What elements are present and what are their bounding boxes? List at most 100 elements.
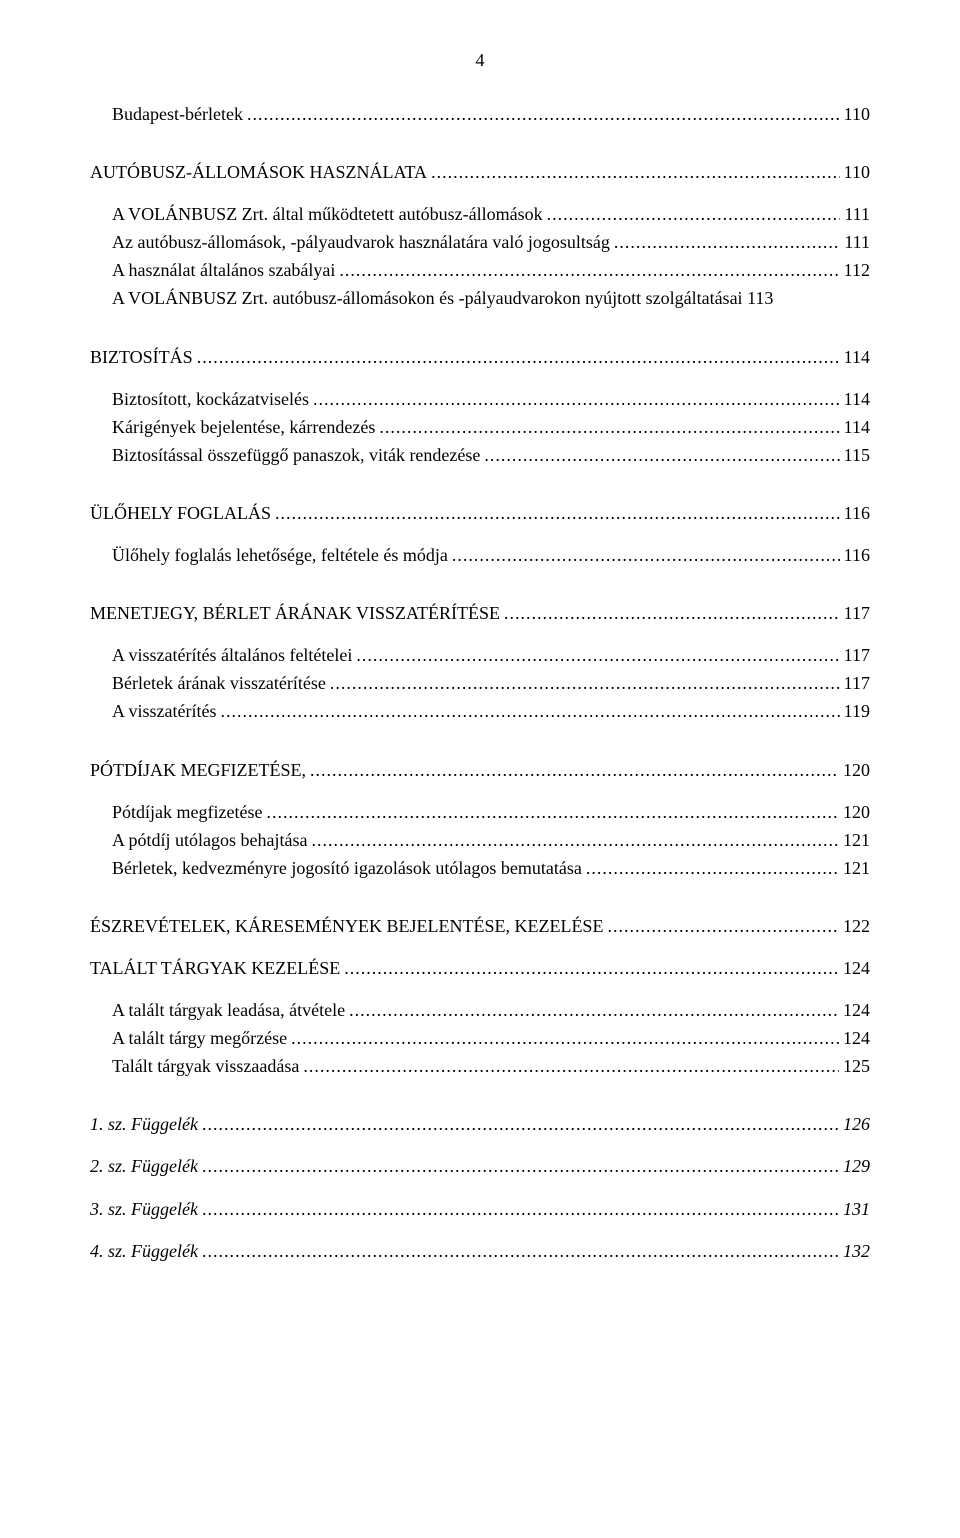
- table-of-contents: Budapest-bérletek110AUTÓBUSZ-ÁLLOMÁSOK H…: [90, 101, 870, 1264]
- toc-leader-dots: [220, 698, 839, 724]
- toc-entry-label: Kárigények bejelentése, kárrendezés: [112, 414, 375, 440]
- section-gap: [90, 727, 870, 755]
- toc-leader-dots: [275, 500, 840, 526]
- toc-entry-label: Biztosított, kockázatviselés: [112, 386, 309, 412]
- toc-entry: A visszatérítés általános feltételei 117: [90, 642, 870, 668]
- toc-entry-page: 111: [844, 229, 870, 255]
- toc-leader-dots: [311, 827, 839, 853]
- toc-entry-page: 119: [844, 698, 870, 724]
- toc-entry-label: Biztosítással összefüggő panaszok, viták…: [112, 442, 480, 468]
- toc-entry-page: 117: [844, 670, 870, 696]
- toc-section-heading: ÉSZREVÉTELEK, KÁRESEMÉNYEK BEJELENTÉSE, …: [90, 913, 870, 939]
- toc-section-heading: BIZTOSÍTÁS 114: [90, 344, 870, 370]
- toc-entry: Biztosítással összefüggő panaszok, viták…: [90, 442, 870, 468]
- toc-entry-label: Talált tárgyak visszaadása: [112, 1053, 299, 1079]
- toc-leader-dots: [202, 1238, 839, 1264]
- toc-entry-label: A talált tárgyak leadása, átvétele: [112, 997, 345, 1023]
- toc-leader-dots: [303, 1053, 839, 1079]
- toc-leader-dots: [607, 913, 839, 939]
- toc-entry: A VOLÁNBUSZ Zrt. által működtetett autób…: [90, 201, 870, 227]
- toc-entry-label: 2. sz. Függelék: [90, 1153, 198, 1179]
- toc-leader-dots: [586, 855, 839, 881]
- section-gap: [90, 314, 870, 342]
- section-gap: [90, 129, 870, 157]
- toc-entry-page: 117: [844, 642, 870, 668]
- toc-entry-page: 111: [844, 201, 870, 227]
- toc-entry: A pótdíj utólagos behajtása 121: [90, 827, 870, 853]
- toc-leader-dots: [313, 386, 840, 412]
- toc-entry-label: 4. sz. Függelék: [90, 1238, 198, 1264]
- toc-section-heading: 4. sz. Függelék 132: [90, 1238, 870, 1264]
- toc-entry: A VOLÁNBUSZ Zrt. autóbusz-állomásokon és…: [90, 285, 870, 311]
- toc-entry-page: 125: [843, 1053, 870, 1079]
- toc-entry-label: 3. sz. Függelék: [90, 1196, 198, 1222]
- toc-leader-dots: [310, 757, 839, 783]
- small-gap: [90, 1224, 870, 1236]
- toc-section-heading: 1. sz. Függelék 126: [90, 1111, 870, 1137]
- toc-leader-dots: [344, 955, 839, 981]
- toc-entry-label: A visszatérítés: [112, 698, 216, 724]
- toc-section-heading: TALÁLT TÁRGYAK KEZELÉSE124: [90, 955, 870, 981]
- toc-entry: Pótdíjak megfizetése120: [90, 799, 870, 825]
- toc-entry-page: 126: [843, 1111, 870, 1137]
- toc-entry-label: ÜLŐHELY FOGLALÁS: [90, 500, 271, 526]
- toc-entry-page: 114: [844, 386, 870, 412]
- toc-leader-dots: [349, 997, 839, 1023]
- toc-entry: Az autóbusz-állomások, -pályaudvarok has…: [90, 229, 870, 255]
- toc-leader-dots: [431, 159, 840, 185]
- section-gap: [90, 1081, 870, 1109]
- toc-entry-page: 132: [843, 1238, 870, 1264]
- toc-entry-label: Az autóbusz-állomások, -pályaudvarok has…: [112, 229, 610, 255]
- section-gap: [90, 470, 870, 498]
- toc-entry-label: 1. sz. Függelék: [90, 1111, 198, 1137]
- toc-entry: Ülőhely foglalás lehetősége, feltétele é…: [90, 542, 870, 568]
- toc-entry-label: TALÁLT TÁRGYAK KEZELÉSE: [90, 955, 340, 981]
- toc-entry-label: ÉSZREVÉTELEK, KÁRESEMÉNYEK BEJELENTÉSE, …: [90, 913, 603, 939]
- toc-entry: Talált tárgyak visszaadása 125: [90, 1053, 870, 1079]
- toc-entry-page: 121: [843, 855, 870, 881]
- toc-leader-dots: [484, 442, 839, 468]
- toc-entry-page: 121: [843, 827, 870, 853]
- toc-section-heading: 2. sz. Függelék 129: [90, 1153, 870, 1179]
- toc-entry-page: 117: [844, 600, 870, 626]
- toc-entry-label: Ülőhely foglalás lehetősége, feltétele é…: [112, 542, 448, 568]
- toc-entry-page: 120: [843, 757, 870, 783]
- toc-entry-label: AUTÓBUSZ-ÁLLOMÁSOK HASZNÁLATA: [90, 159, 427, 185]
- section-gap: [90, 570, 870, 598]
- toc-entry: Bérletek árának visszatérítése117: [90, 670, 870, 696]
- small-gap: [90, 372, 870, 384]
- toc-leader-dots: [266, 799, 839, 825]
- toc-leader-dots: [202, 1153, 839, 1179]
- toc-entry: Biztosított, kockázatviselés 114: [90, 386, 870, 412]
- toc-entry-label: A VOLÁNBUSZ Zrt. autóbusz-állomásokon és…: [112, 285, 743, 311]
- toc-entry-label: A VOLÁNBUSZ Zrt. által működtetett autób…: [112, 201, 543, 227]
- toc-entry: A visszatérítés 119: [90, 698, 870, 724]
- toc-entry-label: A talált tárgy megőrzése: [112, 1025, 287, 1051]
- toc-entry: A használat általános szabályai112: [90, 257, 870, 283]
- toc-entry-page: 114: [844, 414, 870, 440]
- toc-entry-label: Budapest-bérletek: [112, 101, 243, 127]
- small-gap: [90, 983, 870, 995]
- toc-leader-dots: [547, 201, 841, 227]
- toc-leader-dots: [339, 257, 839, 283]
- toc-entry-label: A használat általános szabályai: [112, 257, 335, 283]
- toc-entry-label: A pótdíj utólagos behajtása: [112, 827, 307, 853]
- toc-leader-dots: [452, 542, 840, 568]
- toc-leader-dots: [504, 600, 840, 626]
- toc-entry: A talált tárgyak leadása, átvétele124: [90, 997, 870, 1023]
- toc-entry-page: 115: [844, 442, 870, 468]
- toc-entry-page: 116: [844, 542, 870, 568]
- toc-entry-label: BIZTOSÍTÁS: [90, 344, 193, 370]
- small-gap: [90, 187, 870, 199]
- toc-entry-label: PÓTDÍJAK MEGFIZETÉSE,: [90, 757, 306, 783]
- toc-entry-page: 122: [843, 913, 870, 939]
- toc-leader-dots: [330, 670, 840, 696]
- toc-entry: A talált tárgy megőrzése124: [90, 1025, 870, 1051]
- toc-leader-dots: [356, 642, 839, 668]
- toc-entry-page: 129: [843, 1153, 870, 1179]
- section-gap: [90, 883, 870, 911]
- toc-section-heading: PÓTDÍJAK MEGFIZETÉSE, 120: [90, 757, 870, 783]
- toc-entry-page: 120: [843, 799, 870, 825]
- toc-entry-page: 114: [844, 344, 870, 370]
- toc-entry-label: A visszatérítés általános feltételei: [112, 642, 352, 668]
